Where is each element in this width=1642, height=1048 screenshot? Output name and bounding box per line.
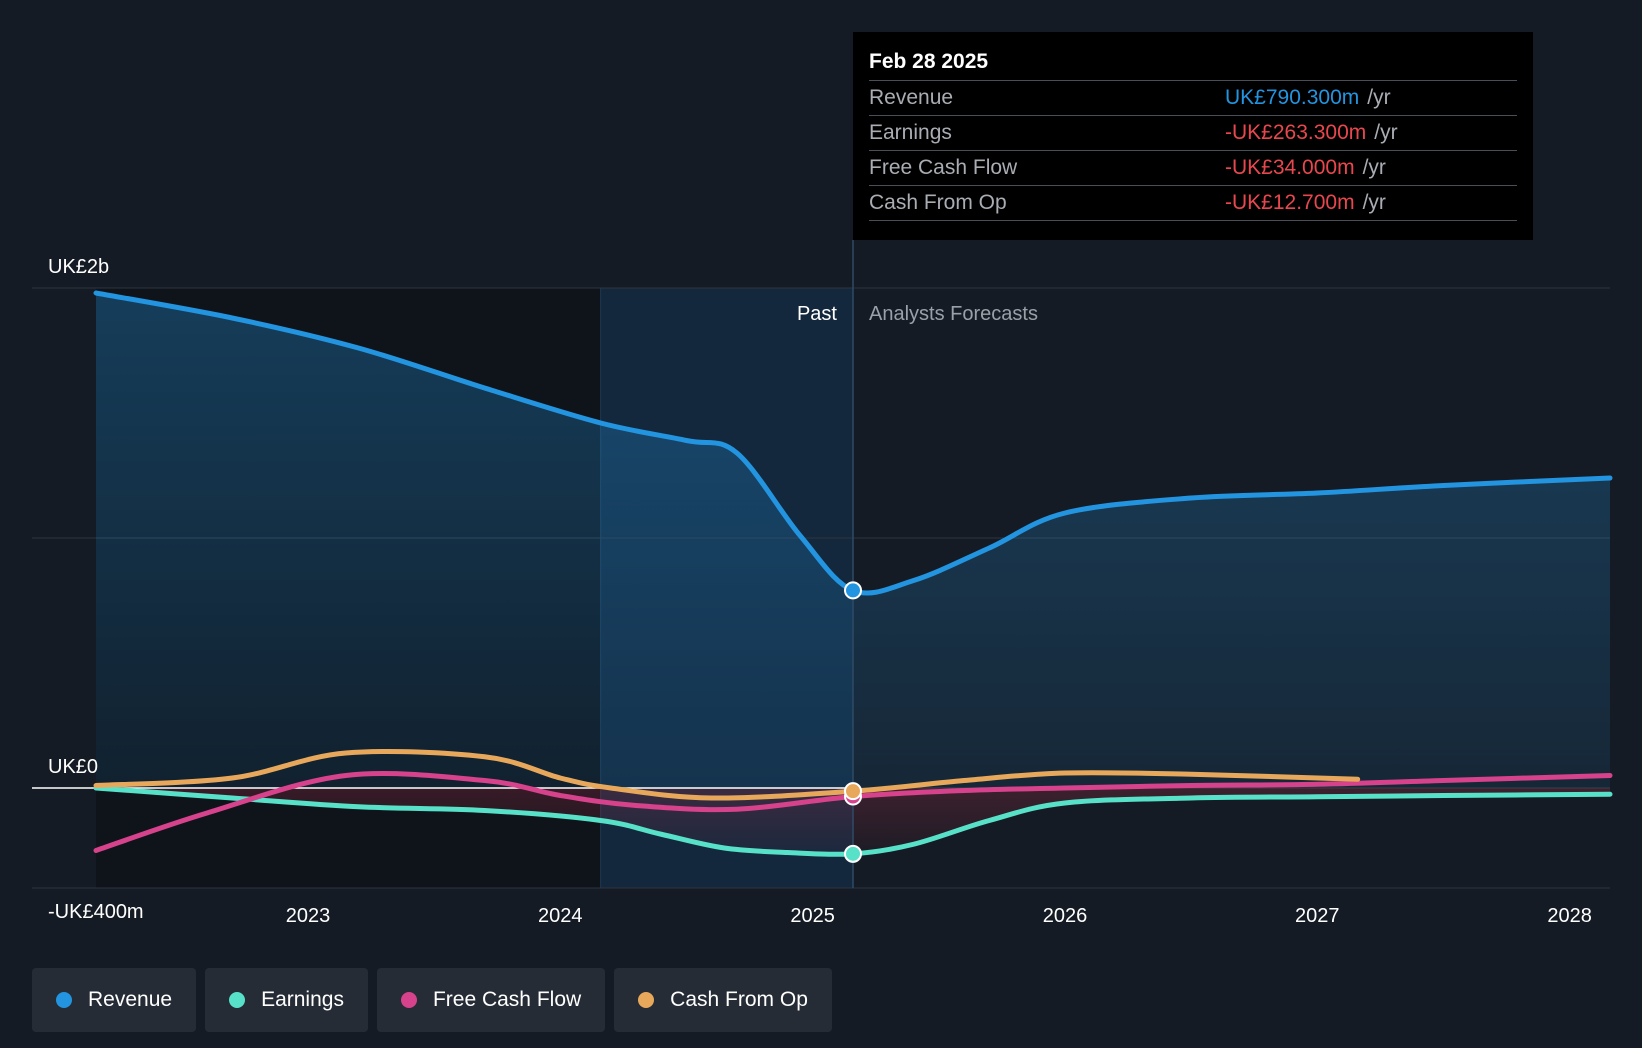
cash-from-op-dot-icon [638, 992, 655, 1008]
tooltip: Feb 28 2025 Revenue UK£790.300m /yr Earn… [853, 32, 1533, 240]
legend-label: Revenue [88, 988, 173, 1011]
cash-from-op-marker [844, 782, 862, 801]
tooltip-unit: /yr [1374, 121, 1398, 144]
free-cash-flow-line [93, 771, 1613, 853]
tooltip-unit: /yr [1362, 156, 1386, 179]
x-tick-label: 2027 [1295, 905, 1340, 927]
y-axis-label: -UK£400m [48, 901, 144, 923]
tooltip-row-cash-from-op: Cash From Op -UK£12.700m /yr [869, 186, 1517, 221]
forecast-label: Analysts Forecasts [869, 303, 1038, 325]
revenue-area [96, 293, 1610, 788]
past-label: Past [797, 303, 837, 325]
x-tick-label: 2028 [1547, 905, 1592, 927]
legend-label: Free Cash Flow [432, 988, 582, 1011]
earnings-marker [844, 844, 862, 863]
tooltip-value: -UK£34.000m [1225, 156, 1355, 179]
tooltip-value: -UK£263.300m [1225, 121, 1367, 144]
x-tick-label: 2024 [538, 905, 583, 927]
tooltip-unit: /yr [1367, 86, 1391, 109]
tooltip-label: Earnings [869, 121, 952, 144]
x-tick-label: 2026 [1043, 905, 1088, 927]
tooltip-row-earnings: Earnings -UK£263.300m /yr [869, 116, 1517, 151]
tooltip-row-revenue: Revenue UK£790.300m /yr [869, 81, 1517, 116]
legend-label: Cash From Op [670, 988, 808, 1011]
tooltip-label: Cash From Op [869, 191, 1007, 214]
x-tick-label: 2025 [790, 905, 835, 927]
legend-item-free-cash-flow[interactable]: Free Cash Flow [376, 968, 606, 1032]
revenue-line [93, 290, 1613, 596]
chart: Past Analysts Forecasts UK£2b UK£0 -UK£400m 2… [32, 240, 1613, 927]
y-axis-label: UK£2b [48, 256, 109, 278]
tooltip-value: -UK£12.700m [1225, 191, 1355, 214]
earnings-dot-icon [229, 992, 246, 1008]
revenue-marker [844, 581, 862, 600]
legend: Revenue Earnings Free Cash Flow Cash Fro… [32, 968, 832, 1032]
x-tick-label: 2023 [286, 905, 331, 927]
cash-from-op-line [93, 748, 1361, 801]
tooltip-label: Free Cash Flow [869, 156, 1018, 179]
tooltip-label: Revenue [869, 86, 954, 109]
tooltip-unit: /yr [1362, 191, 1386, 214]
legend-item-cash-from-op[interactable]: Cash From Op [614, 968, 832, 1032]
legend-item-revenue[interactable]: Revenue [32, 968, 197, 1032]
revenue-dot-icon [56, 992, 72, 1008]
legend-item-earnings[interactable]: Earnings [205, 968, 368, 1032]
legend-label: Earnings [261, 988, 344, 1011]
tooltip-row-free-cash-flow: Free Cash Flow -UK£34.000m /yr [869, 151, 1517, 186]
earnings-line [93, 785, 1613, 857]
tooltip-date: Feb 28 2025 [869, 46, 1517, 81]
y-axis-label: UK£0 [48, 756, 98, 778]
free-cash-flow-dot-icon [400, 992, 417, 1008]
tooltip-value: UK£790.300m [1225, 86, 1360, 109]
